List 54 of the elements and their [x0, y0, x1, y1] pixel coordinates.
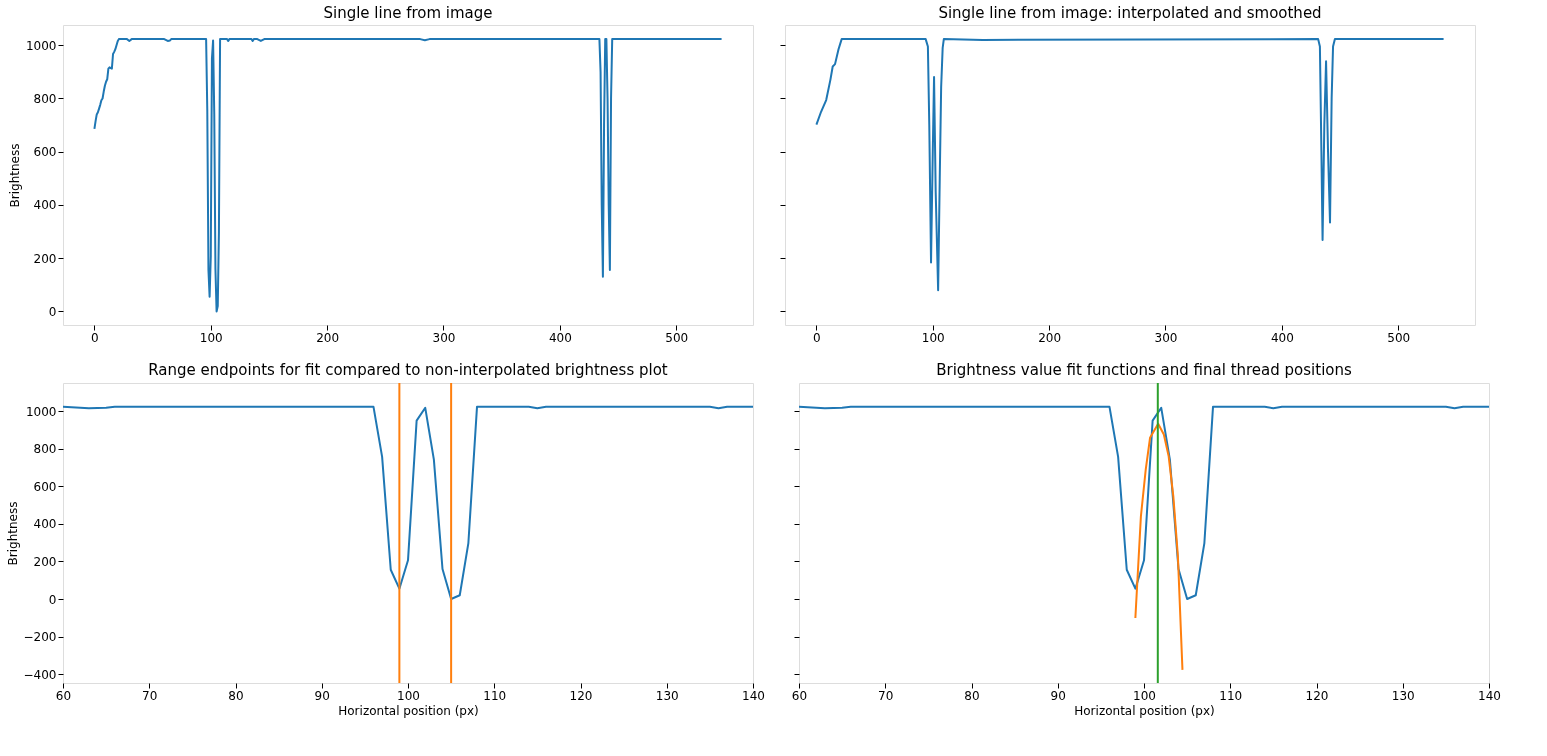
- y-tick-label: 400: [33, 517, 57, 532]
- line-series: [93, 38, 723, 313]
- x-tick-label: 60: [791, 688, 808, 703]
- x-tick-label: 400: [1270, 330, 1294, 345]
- y-axis-title: Brightness: [5, 501, 20, 566]
- chart-title: Single line from image: [323, 4, 493, 22]
- line-series: [62, 405, 754, 601]
- chart-title: Range endpoints for fit compared to non-interpolated brightness plot: [148, 361, 668, 379]
- x-tick-label: 400: [548, 330, 572, 345]
- x-tick-label: 120: [1305, 688, 1329, 703]
- x-tick-label: 100: [1133, 688, 1156, 703]
- y-tick-label: 1000: [25, 404, 57, 419]
- y-tick-label: 0: [48, 592, 57, 607]
- x-tick-label: 200: [316, 330, 340, 345]
- chart-title: Single line from image: interpolated and smoothed: [938, 4, 1322, 22]
- x-tick-label: 110: [1219, 688, 1243, 703]
- y-tick-label: 200: [33, 251, 57, 266]
- x-tick-label: 60: [55, 688, 72, 703]
- x-tick-label: 120: [569, 688, 593, 703]
- y-tick-label: 800: [33, 91, 57, 106]
- y-tick-label: 0: [48, 304, 57, 319]
- x-tick-label: 80: [964, 688, 980, 703]
- y-tick-label: 1000: [25, 38, 57, 53]
- x-tick-label: 100: [199, 330, 223, 345]
- x-tick-label: 500: [665, 330, 689, 345]
- x-tick-label: 300: [1154, 330, 1178, 345]
- y-tick-label: 600: [33, 145, 57, 160]
- y-tick-label: 200: [33, 554, 57, 569]
- x-tick-label: 0: [813, 330, 821, 345]
- x-tick-label: 70: [878, 688, 894, 703]
- x-tick-label: 300: [432, 330, 456, 345]
- y-tick-label: 600: [33, 479, 57, 494]
- x-tick-label: 500: [1387, 330, 1411, 345]
- y-tick-label: 800: [33, 442, 57, 457]
- y-tick-label: 400: [33, 198, 57, 213]
- x-tick-label: 140: [1478, 688, 1501, 703]
- x-tick-label: 80: [228, 688, 244, 703]
- x-tick-label: 130: [1391, 688, 1415, 703]
- x-tick-label: 70: [142, 688, 158, 703]
- x-tick-label: 100: [397, 688, 420, 703]
- y-axis-title: Brightness: [7, 143, 22, 208]
- y-tick-label: −400: [23, 667, 57, 682]
- x-axis-title: Horizontal position (px): [1074, 703, 1215, 718]
- x-tick-label: 100: [921, 330, 945, 345]
- x-tick-label: 110: [483, 688, 507, 703]
- x-tick-label: 130: [655, 688, 679, 703]
- x-axis-title: Horizontal position (px): [338, 703, 479, 718]
- x-tick-label: 200: [1038, 330, 1062, 345]
- x-tick-label: 140: [742, 688, 765, 703]
- x-tick-label: 90: [1050, 688, 1066, 703]
- chart-title: Brightness value fit functions and final thread positions: [936, 361, 1352, 379]
- x-tick-label: 0: [91, 330, 99, 345]
- y-tick-label: −200: [23, 630, 57, 645]
- x-tick-label: 90: [314, 688, 330, 703]
